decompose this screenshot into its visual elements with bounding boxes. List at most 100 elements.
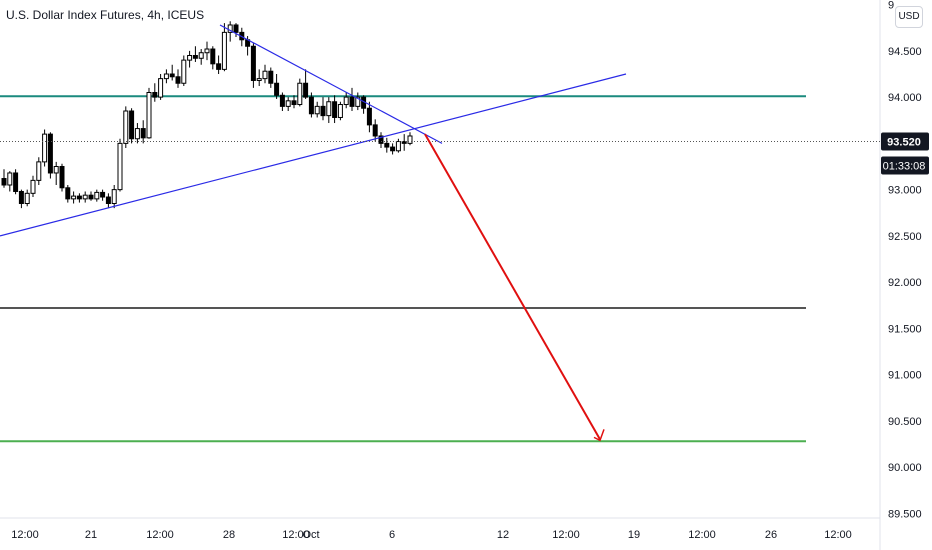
candle (134, 123, 140, 144)
candle (395, 138, 401, 153)
candle-body (279, 94, 285, 107)
price-tick-label: 91.000 (888, 370, 922, 382)
candle (361, 95, 367, 114)
candle (42, 129, 48, 167)
candle-body (7, 172, 13, 186)
time-tick-label: 12:00 (11, 529, 39, 541)
candle (163, 69, 169, 84)
candle (401, 134, 407, 151)
candle (100, 189, 106, 201)
candle-body (268, 70, 274, 84)
candle-body (343, 96, 349, 106)
candle-body (297, 82, 303, 106)
candle-body (140, 128, 146, 139)
candle (123, 106, 129, 148)
candle (326, 97, 332, 124)
time-tick-label: 12:00 (824, 529, 852, 541)
candle-body (53, 166, 59, 174)
currency-button[interactable]: USD (895, 6, 923, 28)
candle (349, 87, 355, 111)
trend-line (219, 24, 443, 144)
candle (198, 49, 204, 65)
candle (274, 74, 280, 99)
candle (53, 161, 59, 185)
candle-body (82, 194, 88, 200)
candle-body (146, 92, 152, 139)
time-tick-label: 12:00 (146, 529, 174, 541)
price-tick-label: 94.500 (888, 46, 922, 58)
candle-body (134, 128, 140, 140)
svg-text:01:33:08: 01:33:08 (883, 161, 926, 173)
candle-body (216, 63, 222, 70)
candle-body (378, 135, 384, 144)
candle (268, 67, 274, 88)
candle (390, 143, 396, 155)
candle (308, 92, 314, 118)
candle-body (187, 55, 193, 61)
price-axis[interactable]: 9 94.500 94.000 93.000 92.500 92.000 91.500 91.… (888, 0, 922, 520)
candle (285, 97, 291, 111)
candle-body (65, 187, 71, 200)
candle-body (332, 101, 338, 118)
price-tick-label: 94.000 (888, 92, 922, 104)
candles (1, 21, 413, 209)
svg-text:93.520: 93.520 (887, 137, 921, 149)
time-tick-label: 6 (389, 529, 395, 541)
candle-body (36, 161, 42, 181)
candle (384, 137, 390, 153)
candle (332, 95, 338, 124)
candle (355, 92, 361, 111)
candle-body (285, 100, 291, 107)
candle-body (59, 166, 65, 189)
candle-body (308, 96, 314, 115)
candle-body (1, 178, 7, 186)
candle-body (407, 135, 413, 144)
candle (65, 185, 71, 203)
candle-body (204, 48, 210, 54)
candle-body (123, 110, 129, 144)
chart-title: U.S. Dollar Index Futures, 4h, ICEUS (6, 8, 205, 22)
candle-body (94, 191, 100, 200)
candle (47, 132, 53, 179)
price-tick-label: 90.500 (888, 416, 922, 428)
candle-body (291, 100, 297, 106)
time-tick-label: 12 (497, 529, 509, 541)
candle-body (163, 73, 169, 80)
time-tick-label: 21 (85, 529, 97, 541)
candle-body (384, 142, 390, 148)
projection-arrow (424, 133, 605, 442)
candle-body (152, 92, 158, 98)
candle-body (221, 31, 227, 70)
price-label: 93.520 (881, 132, 929, 151)
candle (187, 50, 193, 68)
candle (250, 43, 256, 88)
candle-body (395, 141, 401, 152)
candle-body (169, 73, 175, 78)
candle (88, 191, 94, 201)
candle (7, 171, 13, 192)
candle-body (372, 124, 378, 137)
candle (82, 191, 88, 203)
candle-body (355, 96, 361, 107)
candle (36, 157, 42, 185)
candle-body (262, 70, 268, 80)
candle (372, 119, 378, 142)
price-tick-label: 90.000 (888, 462, 922, 474)
price-tick-label: 92.000 (888, 277, 922, 289)
candle (279, 92, 285, 111)
candle-body (233, 24, 239, 33)
candle (366, 101, 372, 133)
candle (13, 169, 19, 195)
price-tick-label: 91.500 (888, 323, 922, 335)
candle (71, 191, 77, 204)
candle-body (401, 141, 407, 144)
candle (1, 169, 7, 188)
candle-body (30, 179, 36, 194)
time-tick-label: Oct (302, 529, 319, 541)
candle (59, 163, 65, 192)
candle (94, 189, 100, 202)
candle (378, 132, 384, 148)
candle-body (250, 45, 256, 81)
